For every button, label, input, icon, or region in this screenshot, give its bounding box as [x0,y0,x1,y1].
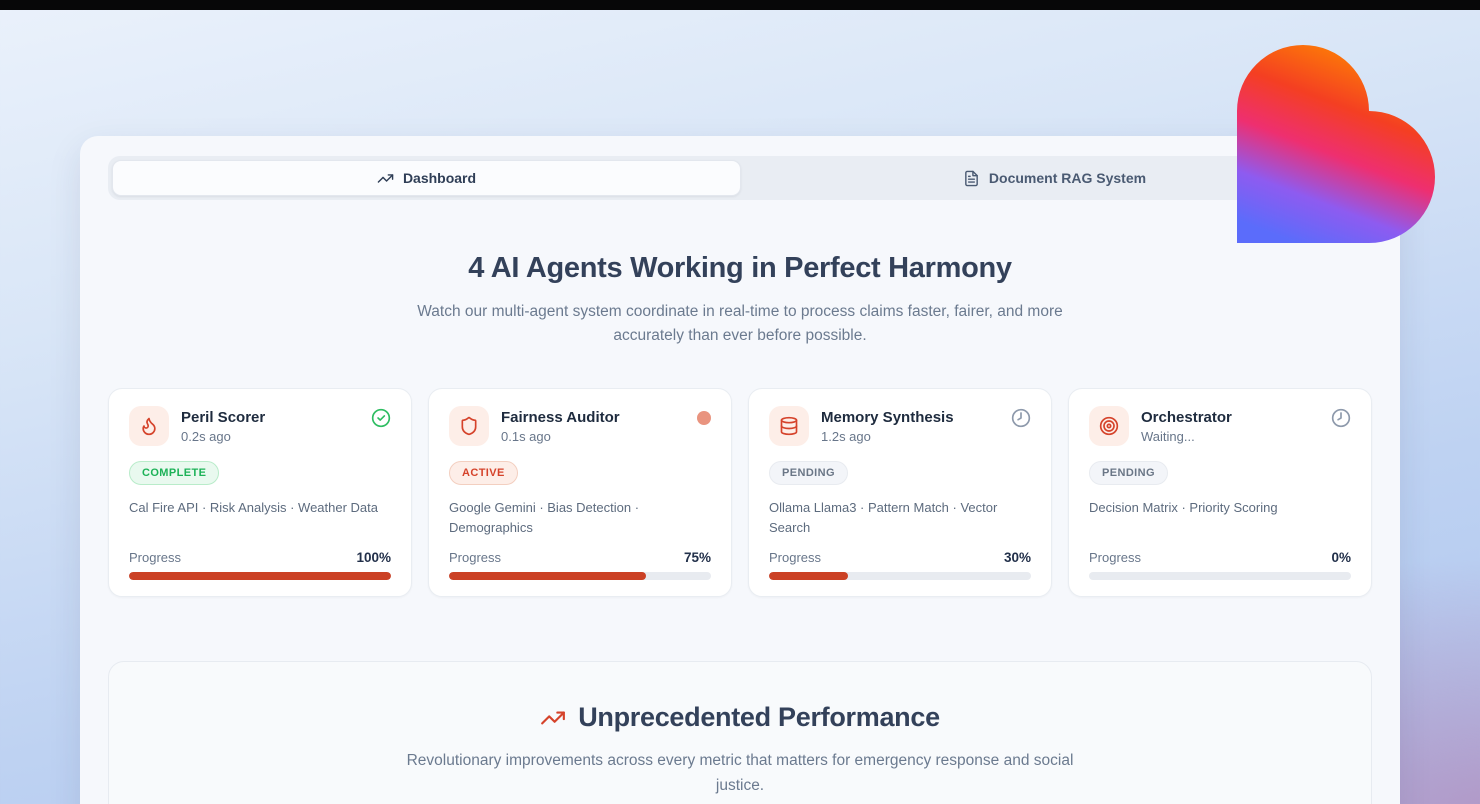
progress-label: Progress [1089,550,1142,566]
trending-up-icon [377,173,394,183]
agent-last-update: 1.2s ago [821,428,871,444]
agent-tools: Google Gemini · Bias Detection · Demogra… [449,500,640,535]
agent-card-memory-synthesis: Memory Synthesis 1.2s ago PENDING Ollama… [748,388,1052,598]
progress-bar [769,572,1031,581]
agent-name: Orchestrator [1141,408,1232,426]
performance-title: Unprecedented Performance [109,702,1371,733]
agent-card-orchestrator: Orchestrator Waiting... PENDING Decision… [1068,388,1372,598]
tab-dashboard-label: Dashboard [402,170,477,186]
document-icon [965,170,978,186]
agent-tools: Cal Fire API · Risk Analysis · Weather D… [129,500,379,516]
trending-up-icon [541,711,566,725]
clock-icon [1011,408,1031,433]
clock-icon [1331,408,1351,433]
flame-icon [129,406,169,447]
tab-document-rag-label: Document RAG System [988,170,1147,186]
agent-card-fairness-auditor: Fairness Auditor 0.1s ago ACTIVE Google … [428,388,732,598]
target-icon [1089,406,1129,447]
progress-label: Progress [769,550,822,566]
performance-subtitle: Revolutionary improvements across every … [406,752,1074,794]
database-icon [769,406,809,447]
progress-value: 75% [683,550,711,566]
progress-value: 100% [356,550,391,566]
page-title: 4 AI Agents Working in Perfect Harmony [468,252,1012,284]
page-subtitle: Watch our multi-agent system coordinate … [417,303,1063,345]
tab-bar: Dashboard Document RAG System [108,156,1372,200]
progress-bar [129,572,391,581]
progress-label: Progress [129,550,182,566]
performance-section: Unprecedented Performance Revolutionary … [108,661,1372,804]
progress-bar [449,572,711,581]
agent-last-update: 0.2s ago [181,428,231,444]
agent-last-update: 0.1s ago [501,428,551,444]
check-circle-icon [371,408,391,433]
top-bar [0,0,1480,10]
progress-value: 30% [1003,550,1031,566]
agent-tools: Ollama Llama3 · Pattern Match · Vector S… [769,500,998,535]
agent-name: Memory Synthesis [821,408,954,426]
progress-label: Progress [449,550,502,566]
status-badge: COMPLETE [129,461,220,486]
status-badge: PENDING [769,461,848,486]
progress-bar [1089,572,1351,581]
status-badge: ACTIVE [449,461,518,486]
agent-last-update: Waiting... [1141,428,1195,444]
status-badge: PENDING [1089,461,1168,486]
agent-card-peril-scorer: Peril Scorer 0.2s ago COMPLETE Cal Fire … [108,388,412,598]
shield-icon [449,406,489,447]
progress-value: 0% [1331,550,1351,566]
performance-title-text: Unprecedented Performance [578,702,940,733]
agent-tools: Decision Matrix · Priority Scoring [1089,500,1278,516]
agent-name: Peril Scorer [181,408,266,426]
agent-name: Fairness Auditor [501,408,620,426]
heart-logo [1237,45,1435,243]
agent-cards-row: Peril Scorer 0.2s ago COMPLETE Cal Fire … [108,388,1372,598]
active-dot [697,408,711,426]
tab-dashboard[interactable]: Dashboard [112,160,741,196]
main-panel: Dashboard Document RAG System 4 AI Agent… [80,136,1400,804]
tab-document-rag[interactable]: Document RAG System [741,160,1368,196]
